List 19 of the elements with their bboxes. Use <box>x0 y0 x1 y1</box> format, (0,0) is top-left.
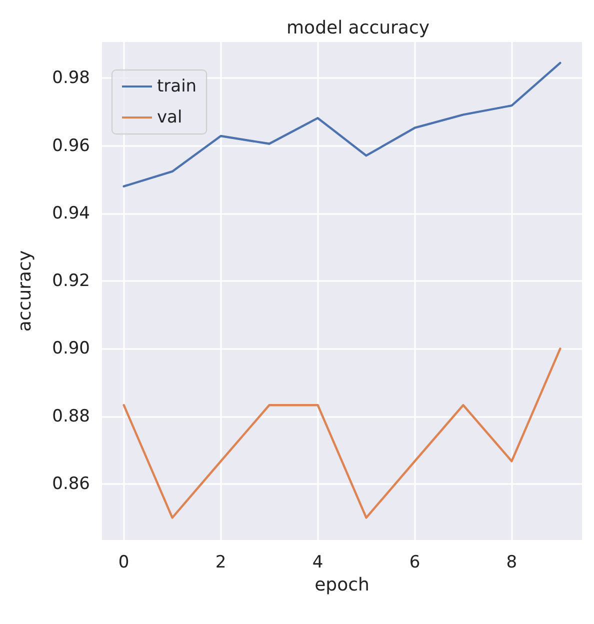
x-axis-title: epoch <box>314 574 370 596</box>
y-tick-label: 0.86 <box>52 474 90 494</box>
y-tick-label: 0.98 <box>52 68 90 88</box>
x-tick-label: 0 <box>118 552 130 572</box>
y-tick-label: 0.88 <box>52 406 90 426</box>
x-tick-label: 2 <box>215 552 226 572</box>
x-tick-label: 6 <box>409 552 420 572</box>
y-tick-label: 0.92 <box>52 271 90 292</box>
legend-label: train <box>157 76 197 96</box>
y-tick-label: 0.94 <box>52 203 90 224</box>
legend-label: val <box>157 108 182 128</box>
y-axis-title: accuracy <box>14 250 36 332</box>
y-tick-label: 0.96 <box>52 136 90 156</box>
line-series <box>122 348 562 519</box>
x-tick-label: 8 <box>506 552 518 572</box>
chart-title: model accuracy <box>286 18 430 38</box>
line-series <box>122 62 562 188</box>
y-tick-label: 0.90 <box>52 338 90 359</box>
x-tick-label: 4 <box>312 552 324 572</box>
